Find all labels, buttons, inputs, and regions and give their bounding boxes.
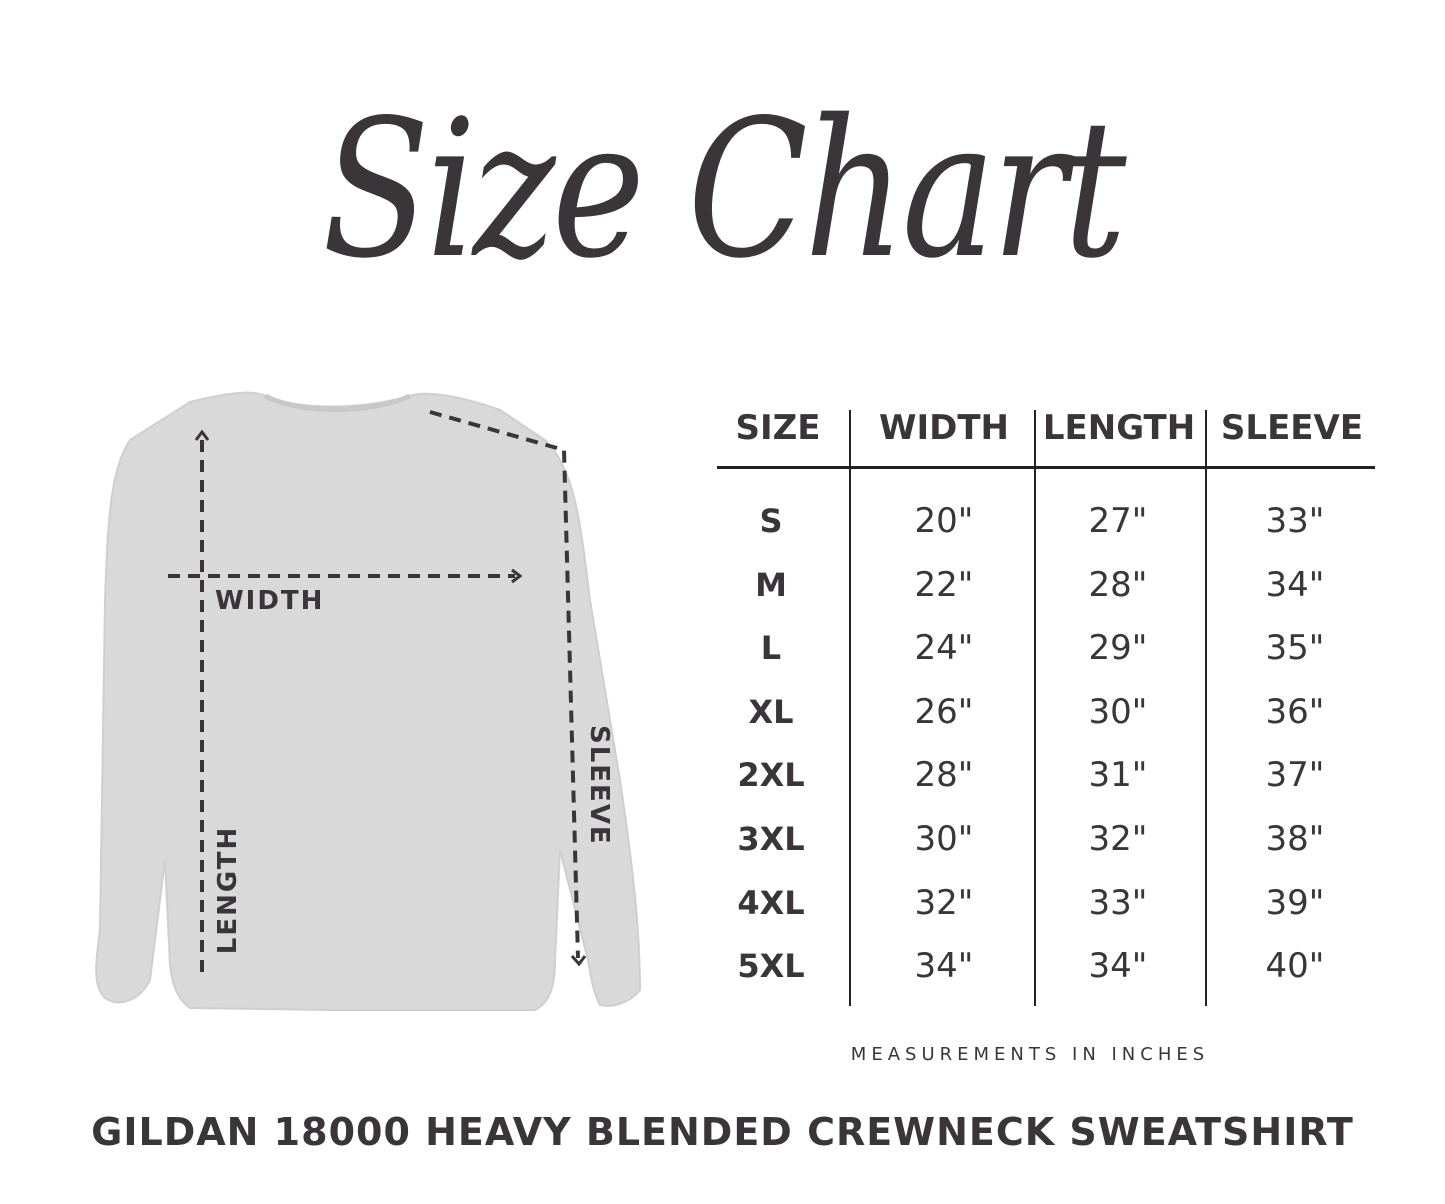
cell-length: 30" bbox=[1088, 691, 1148, 732]
cell-length: 33" bbox=[1088, 882, 1148, 923]
cell-sleeve: 34" bbox=[1265, 564, 1325, 605]
cell-sleeve: 37" bbox=[1265, 755, 1325, 796]
cell-width: 34" bbox=[914, 946, 974, 987]
crew-collar bbox=[263, 393, 412, 412]
sleeve-arrow bbox=[429, 410, 580, 959]
sweatshirt-diagram bbox=[95, 391, 642, 1011]
cell-sleeve: 35" bbox=[1265, 628, 1325, 669]
cell-width: 22" bbox=[914, 564, 974, 605]
cell-sleeve: 36" bbox=[1265, 691, 1325, 732]
product-name: GILDAN 18000 HEAVY BLENDED CREWNECK SWEA… bbox=[91, 1110, 1354, 1154]
cell-width: 30" bbox=[914, 819, 974, 859]
measurement-note: MEASUREMENTS IN INCHES bbox=[850, 1044, 1210, 1065]
cell-length: 28" bbox=[1088, 564, 1148, 605]
column-divider bbox=[1034, 410, 1036, 1006]
cell-size: 5XL bbox=[737, 947, 805, 986]
cell-size: XL bbox=[748, 692, 794, 731]
cell-width: 28" bbox=[914, 755, 974, 796]
cell-width: 24" bbox=[914, 628, 974, 669]
cell-length: 29" bbox=[1088, 628, 1148, 669]
cell-size: 3XL bbox=[737, 820, 805, 858]
header-sleeve: SLEEVE bbox=[1220, 408, 1364, 448]
page-title: Size Chart bbox=[322, 79, 1126, 300]
cell-size: 4XL bbox=[737, 883, 805, 922]
cell-size: M bbox=[755, 565, 787, 604]
cell-sleeve: 40" bbox=[1265, 946, 1325, 987]
cell-width: 32" bbox=[914, 882, 974, 923]
cell-width: 20" bbox=[914, 501, 974, 541]
header-size: SIZE bbox=[735, 408, 821, 448]
sleeve-label: SLEEVE bbox=[584, 725, 614, 846]
cell-size: S bbox=[759, 502, 783, 540]
cell-length: 31" bbox=[1088, 755, 1148, 796]
header-width: WIDTH bbox=[878, 408, 1010, 448]
cell-length: 34" bbox=[1088, 946, 1148, 987]
column-divider bbox=[1205, 410, 1207, 1006]
length-arrowhead-icon bbox=[194, 429, 210, 441]
cell-sleeve: 38" bbox=[1265, 819, 1325, 859]
cell-length: 27" bbox=[1088, 501, 1148, 541]
width-arrowhead-icon bbox=[511, 568, 523, 584]
cell-sleeve: 33" bbox=[1265, 501, 1325, 541]
header-divider bbox=[717, 466, 1375, 469]
cell-size: L bbox=[760, 629, 782, 668]
cell-length: 32" bbox=[1088, 819, 1148, 859]
header-length: LENGTH bbox=[1042, 408, 1196, 448]
width-label: WIDTH bbox=[215, 586, 325, 616]
length-label: LENGTH bbox=[213, 825, 243, 955]
sweatshirt-shape bbox=[95, 391, 642, 1011]
cell-width: 26" bbox=[914, 691, 974, 732]
sleeve-arrowhead-icon bbox=[570, 955, 587, 967]
column-divider bbox=[849, 410, 851, 1006]
cell-sleeve: 39" bbox=[1265, 882, 1325, 923]
cell-size: 2XL bbox=[737, 756, 805, 795]
